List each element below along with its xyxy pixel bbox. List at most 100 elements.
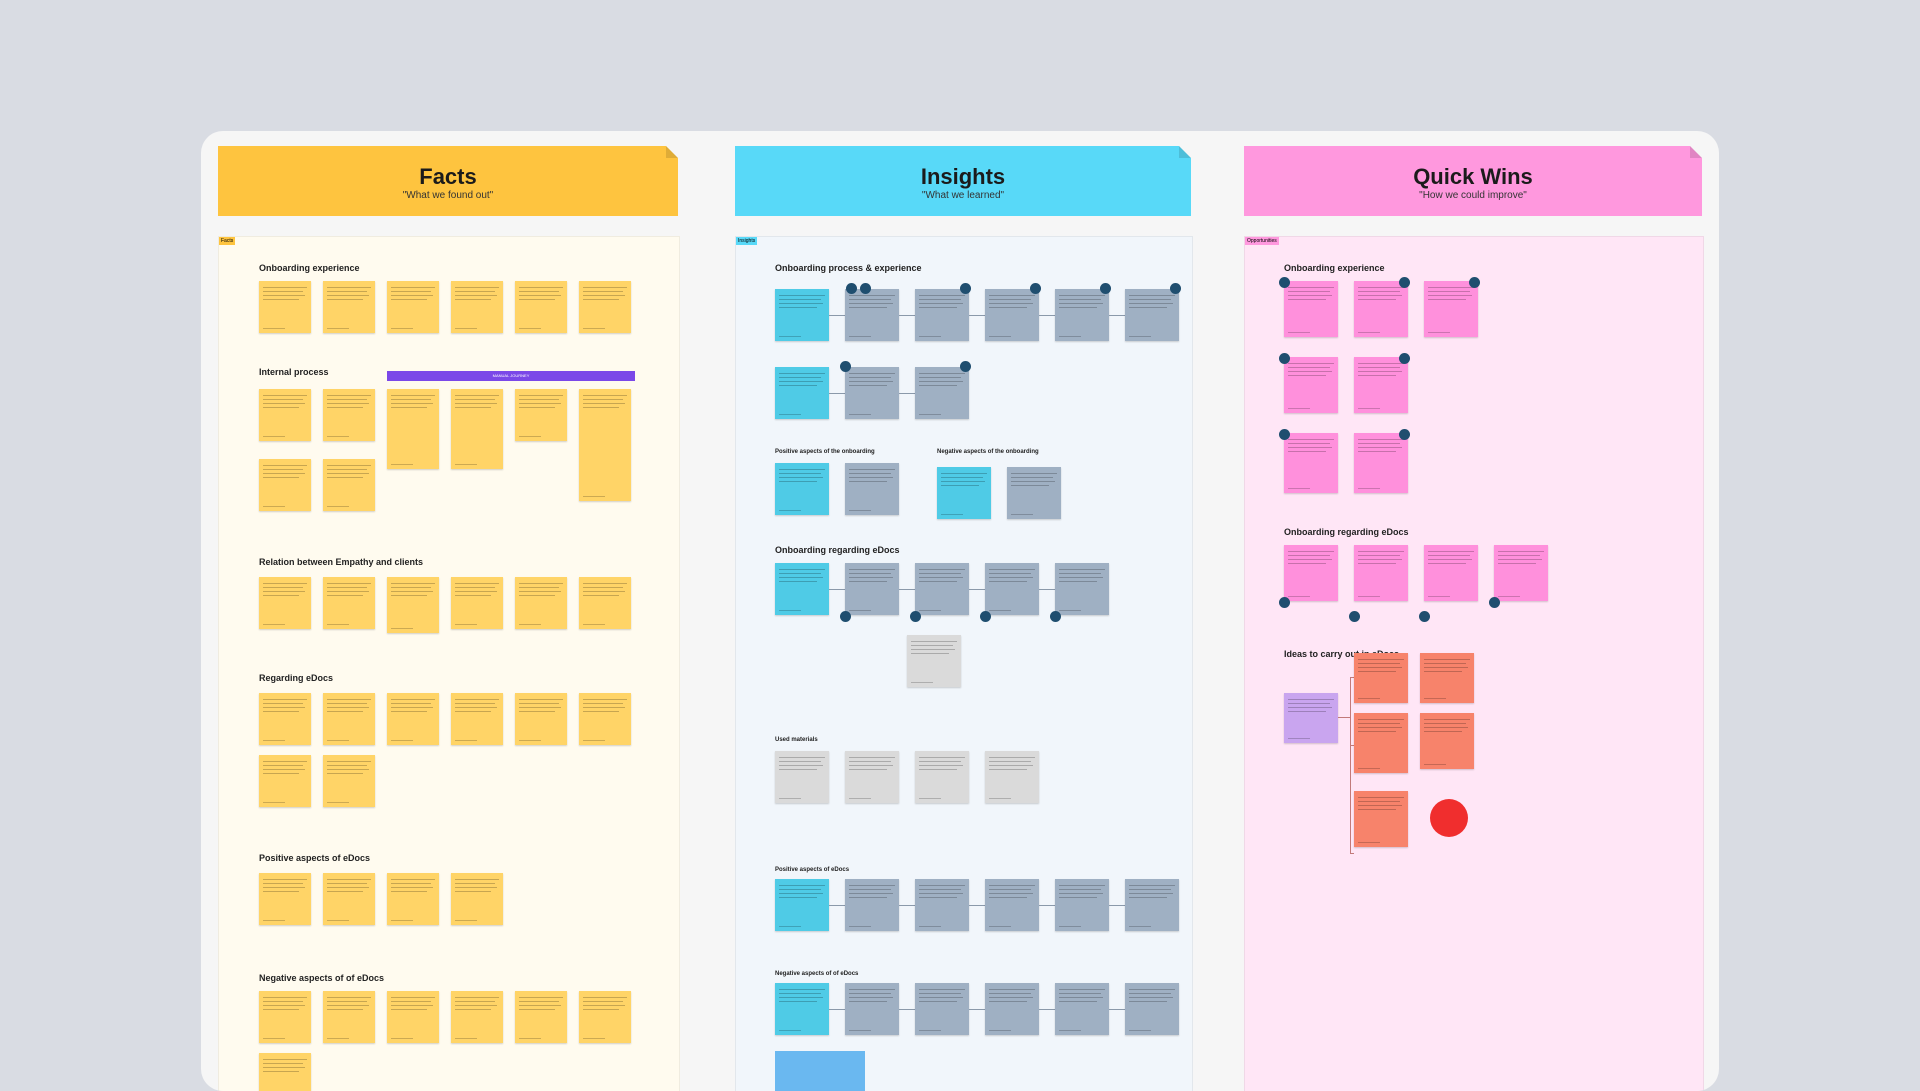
sticky-note[interactable] xyxy=(259,459,311,511)
sticky-note[interactable] xyxy=(915,751,969,803)
sticky-note[interactable] xyxy=(1424,281,1478,337)
sticky-note[interactable] xyxy=(1354,281,1408,337)
sticky-note[interactable] xyxy=(1354,357,1408,413)
sticky-note[interactable] xyxy=(515,991,567,1043)
sticky-note[interactable] xyxy=(1055,879,1109,931)
sticky-note[interactable] xyxy=(1125,879,1179,931)
sticky-note[interactable] xyxy=(1284,693,1338,743)
sticky-note[interactable] xyxy=(515,281,567,333)
sticky-note[interactable] xyxy=(1420,713,1474,769)
sticky-note[interactable] xyxy=(323,873,375,925)
sticky-note[interactable] xyxy=(1055,289,1109,341)
sticky-note[interactable] xyxy=(259,1053,311,1091)
sticky-note[interactable] xyxy=(1055,983,1109,1035)
sticky-note[interactable] xyxy=(387,389,439,469)
sticky-note[interactable] xyxy=(845,751,899,803)
sticky-note[interactable] xyxy=(323,755,375,807)
sticky-note[interactable] xyxy=(985,289,1039,341)
sticky-note[interactable] xyxy=(259,281,311,333)
sticky-note[interactable] xyxy=(323,577,375,629)
sticky-note[interactable] xyxy=(1354,791,1408,847)
manual-journey-bar[interactable]: MANUAL JOURNEY xyxy=(387,371,635,381)
sticky-note[interactable] xyxy=(1284,545,1338,601)
sticky-note[interactable] xyxy=(451,873,503,925)
sticky-note[interactable] xyxy=(323,991,375,1043)
sticky-note[interactable] xyxy=(915,563,969,615)
sticky-note[interactable] xyxy=(451,389,503,469)
whiteboard-canvas[interactable]: Facts "What we found out" Facts Onboardi… xyxy=(201,131,1719,1091)
sticky-note[interactable] xyxy=(1125,289,1179,341)
sticky-note[interactable] xyxy=(579,389,631,501)
sticky-note[interactable] xyxy=(579,281,631,333)
sticky-note[interactable] xyxy=(387,281,439,333)
sticky-note[interactable] xyxy=(1494,545,1548,601)
sticky-note[interactable] xyxy=(259,389,311,441)
sticky-note[interactable] xyxy=(451,991,503,1043)
quickwins-header[interactable]: Quick Wins "How we could improve" xyxy=(1244,146,1702,216)
sticky-note[interactable] xyxy=(775,289,829,341)
sticky-note[interactable] xyxy=(1420,653,1474,703)
sticky-note[interactable] xyxy=(985,879,1039,931)
sticky-note[interactable] xyxy=(451,693,503,745)
sticky-note[interactable] xyxy=(985,983,1039,1035)
sticky-note[interactable] xyxy=(775,367,829,419)
sticky-note[interactable] xyxy=(845,289,899,341)
sticky-note[interactable] xyxy=(1354,545,1408,601)
sticky-note[interactable] xyxy=(579,577,631,629)
sticky-note[interactable] xyxy=(1284,433,1338,493)
sticky-note[interactable] xyxy=(1354,433,1408,493)
sticky-note[interactable] xyxy=(1007,467,1061,519)
sticky-note[interactable] xyxy=(323,693,375,745)
sticky-note[interactable] xyxy=(845,563,899,615)
sticky-note[interactable] xyxy=(259,873,311,925)
sticky-note[interactable] xyxy=(323,459,375,511)
sticky-note[interactable] xyxy=(1284,357,1338,413)
sticker-badge[interactable] xyxy=(1430,799,1468,837)
quickwins-panel[interactable]: Opportunities Onboarding experience Onbo… xyxy=(1244,236,1704,1091)
sticky-note[interactable] xyxy=(579,693,631,745)
sticky-note[interactable] xyxy=(937,467,991,519)
sticky-note[interactable] xyxy=(1354,713,1408,773)
sticky-note[interactable] xyxy=(387,693,439,745)
sticky-note[interactable] xyxy=(579,991,631,1043)
sticky-note[interactable] xyxy=(259,577,311,629)
sticky-note[interactable] xyxy=(915,879,969,931)
sticky-note[interactable] xyxy=(985,563,1039,615)
sticky-note[interactable] xyxy=(451,577,503,629)
insights-panel[interactable]: Insights Onboarding process & experience xyxy=(735,236,1193,1091)
sticky-note[interactable] xyxy=(259,991,311,1043)
facts-header[interactable]: Facts "What we found out" xyxy=(218,146,678,216)
sticky-note[interactable] xyxy=(985,751,1039,803)
sticky-note[interactable] xyxy=(1354,653,1408,703)
insights-header[interactable]: Insights "What we learned" xyxy=(735,146,1191,216)
sticky-note[interactable] xyxy=(259,755,311,807)
sticky-note[interactable] xyxy=(1424,545,1478,601)
sticky-note[interactable] xyxy=(1125,983,1179,1035)
sticky-note[interactable] xyxy=(775,563,829,615)
sticky-note[interactable] xyxy=(845,879,899,931)
sticky-note[interactable] xyxy=(775,463,829,515)
sticky-note[interactable] xyxy=(515,693,567,745)
sticky-note[interactable] xyxy=(387,991,439,1043)
highlight-box[interactable] xyxy=(775,1051,865,1091)
sticky-note[interactable] xyxy=(775,983,829,1035)
sticky-note[interactable] xyxy=(515,389,567,441)
sticky-note[interactable] xyxy=(775,751,829,803)
sticky-note[interactable] xyxy=(451,281,503,333)
sticky-note[interactable] xyxy=(845,983,899,1035)
sticky-note[interactable] xyxy=(845,463,899,515)
sticky-note[interactable] xyxy=(845,367,899,419)
sticky-note[interactable] xyxy=(323,281,375,333)
sticky-note[interactable] xyxy=(387,577,439,633)
sticky-note[interactable] xyxy=(515,577,567,629)
facts-panel[interactable]: Facts Onboarding experience Internal pro… xyxy=(218,236,680,1091)
sticky-note[interactable] xyxy=(259,693,311,745)
sticky-note[interactable] xyxy=(915,983,969,1035)
sticky-note[interactable] xyxy=(323,389,375,441)
sticky-note[interactable] xyxy=(1055,563,1109,615)
sticky-note[interactable] xyxy=(775,879,829,931)
sticky-note[interactable] xyxy=(907,635,961,687)
sticky-note[interactable] xyxy=(387,873,439,925)
sticky-note[interactable] xyxy=(915,289,969,341)
sticky-note[interactable] xyxy=(915,367,969,419)
